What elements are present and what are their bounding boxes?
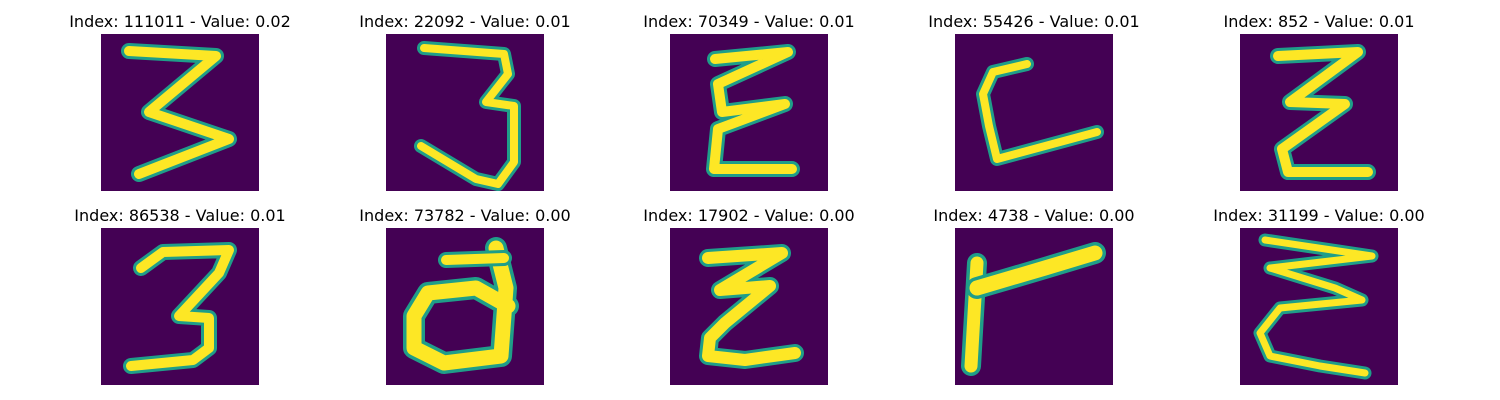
panel-title: Index: 22092 - Value: 0.01	[359, 12, 571, 31]
panel-title: Index: 73782 - Value: 0.00	[359, 206, 571, 225]
open-l-glyph	[976, 57, 1104, 166]
digit-image	[101, 34, 259, 191]
panel-title: Index: 86538 - Value: 0.01	[74, 206, 286, 225]
z-like-glyph	[1270, 44, 1376, 180]
r-like-glyph	[961, 242, 1106, 376]
three-b-glyph	[123, 242, 237, 374]
epsilon-c-glyph	[1253, 233, 1379, 380]
digit-image	[955, 228, 1113, 385]
d-like-glyph	[403, 237, 519, 374]
panel-title: Index: 55426 - Value: 0.01	[928, 12, 1140, 31]
epsilon-b-glyph	[699, 244, 804, 369]
panel-title: Index: 111011 - Value: 0.02	[69, 12, 291, 31]
digit-image	[101, 228, 259, 385]
digit-image	[386, 228, 544, 385]
digit-image	[1240, 228, 1398, 385]
three-open-glyph	[414, 41, 521, 191]
digit-image	[386, 34, 544, 191]
epsilon-a-glyph	[706, 44, 800, 177]
panel-title: Index: 17902 - Value: 0.00	[643, 206, 855, 225]
digit-image	[670, 34, 828, 191]
three-zigzag-glyph	[121, 43, 237, 182]
digit-image	[1240, 34, 1398, 191]
panel-title: Index: 4738 - Value: 0.00	[933, 206, 1135, 225]
panel-title: Index: 70349 - Value: 0.01	[643, 12, 855, 31]
digit-image	[955, 34, 1113, 191]
digit-image	[670, 228, 828, 385]
panel-title: Index: 31199 - Value: 0.00	[1213, 206, 1425, 225]
panel-title: Index: 852 - Value: 0.01	[1223, 12, 1415, 31]
